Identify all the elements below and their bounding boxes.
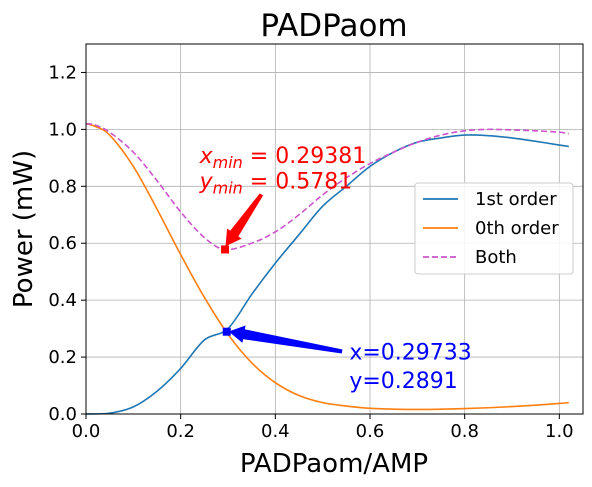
plot-lines [85, 122, 569, 415]
annotation-arrow-crossing [228, 325, 343, 354]
x-tick-label: 1.0 [545, 421, 574, 442]
series-line-3 [85, 122, 569, 251]
y-tick-label: 0.8 [48, 176, 77, 197]
x-tick-label: 0.4 [261, 421, 290, 442]
annotation-arrow-min [225, 193, 264, 247]
annotation-marker-crossing [222, 327, 231, 336]
plot-frame [85, 43, 584, 415]
series-line-1 [85, 134, 569, 415]
y-tick-label: 0.2 [48, 347, 77, 368]
legend-label-1: 1st order [475, 189, 557, 210]
x-tick-label: 0.0 [72, 421, 101, 442]
y-tick-label: 0.4 [48, 290, 77, 311]
x-axis-label: PADPaom/AMP [240, 449, 428, 479]
axis-ticks: 0.0 0.2 0.4 0.6 0.8 1.0 0.0 0.2 0.4 0.6 0.8 1.0 1.2 [48, 62, 573, 442]
x-tick-label: 0.6 [356, 421, 385, 442]
legend-label-3: Both [475, 247, 517, 268]
annotation-text-min-y: ymin = 0.5781 [199, 169, 353, 197]
legend-label-2: 0th order [475, 218, 559, 239]
y-tick-label: 0.6 [48, 233, 77, 254]
y-tick-label: 0.0 [48, 404, 77, 425]
chart-title: PADPaom [260, 8, 407, 44]
annotation-text-min-x: xmin = 0.29381 [199, 144, 367, 172]
annotation-text-crossing-y: y=0.2891 [349, 369, 457, 394]
y-tick-label: 1.2 [48, 62, 77, 83]
legend: 1st order 0th order Both [414, 182, 574, 275]
legend-box [414, 182, 574, 275]
series-line-2 [85, 122, 569, 411]
y-axis-label: Power (mW) [9, 150, 39, 308]
annotation-marker-min [221, 245, 230, 254]
x-tick-label: 0.8 [450, 421, 479, 442]
y-tick-label: 1.0 [48, 119, 77, 140]
annotation-text-crossing-x: x=0.29733 [349, 340, 471, 365]
x-tick-label: 0.2 [166, 421, 195, 442]
